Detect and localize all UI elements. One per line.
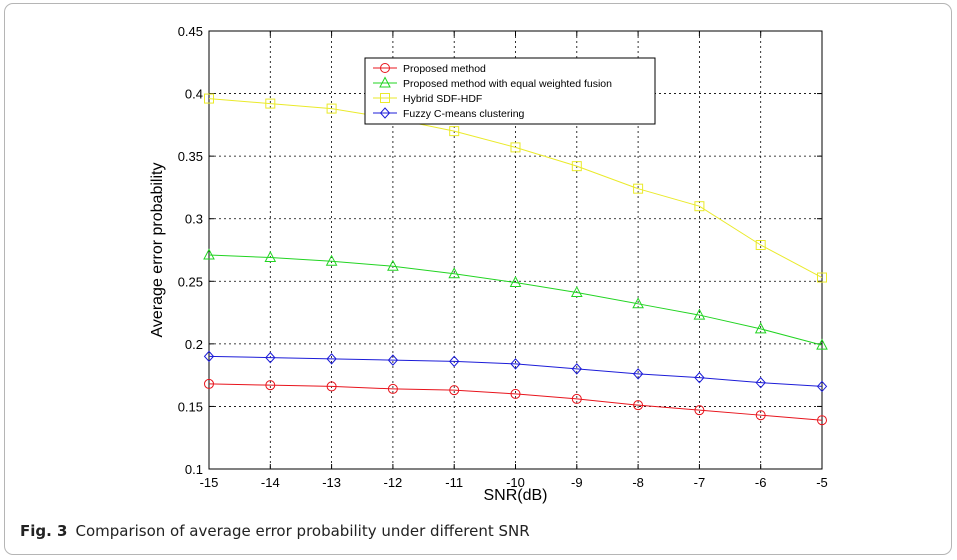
data-point: [816, 338, 828, 350]
x-tick-label: -5: [816, 475, 828, 490]
data-point: [326, 353, 337, 365]
y-tick-label: 0.25: [178, 274, 203, 289]
data-point: [448, 267, 461, 279]
axis-ticks: -15 -14 -13 -12 -11 -10 -9 -8 -7 -6 -5 0.1 0.15 0.2 0.…: [178, 24, 828, 490]
legend-marker: [380, 93, 390, 103]
x-tick-label: -6: [755, 475, 767, 490]
data-point: [264, 250, 277, 263]
data-point: [449, 385, 460, 396]
data-point: [754, 322, 767, 334]
data-point: [203, 350, 215, 363]
data-point: [387, 354, 399, 366]
data-point: [817, 415, 827, 426]
caption-text: Comparison of average error probability …: [75, 522, 530, 540]
data-point: [694, 405, 705, 416]
y-tick-label: 0.45: [178, 24, 203, 39]
data-point: [694, 201, 705, 212]
data-point: [755, 376, 766, 389]
legend-label: Proposed method with equal weighted fusi…: [403, 78, 612, 90]
figure-caption: Fig. 3 Comparison of average error probab…: [20, 522, 530, 540]
data-point: [204, 93, 214, 104]
data-point: [265, 380, 276, 391]
series-line: [208, 98, 823, 278]
x-tick-label: -8: [632, 475, 644, 490]
data-point: [387, 383, 398, 394]
data-point: [571, 161, 582, 172]
data-point: [694, 371, 705, 384]
legend-item: Fuzzy C-means clustering: [373, 107, 525, 120]
data-point: [816, 380, 828, 393]
legend-box: [364, 57, 656, 125]
x-tick-label: -7: [694, 475, 706, 490]
data-point: [817, 272, 827, 283]
series-line: [208, 254, 823, 346]
figure-label: Fig. 3: [20, 522, 68, 540]
data-point: [632, 297, 644, 309]
data-point: [449, 355, 460, 368]
legend-label: Proposed method: [403, 63, 486, 75]
series-2: [203, 248, 828, 350]
x-tick-label: -9: [571, 475, 583, 490]
x-tick-label: -12: [384, 475, 403, 490]
x-tick-label: -15: [200, 475, 219, 490]
data-point: [325, 254, 338, 266]
data-point: [326, 381, 337, 392]
data-point: [755, 239, 766, 250]
data-point: [203, 248, 215, 260]
data-point: [509, 275, 522, 288]
legend-marker: [379, 76, 391, 88]
data-point: [204, 378, 214, 389]
legend: Proposed method Proposed method with equa…: [364, 57, 656, 125]
data-point: [633, 183, 644, 194]
data-point: [632, 368, 644, 380]
legend-marker: [380, 63, 390, 73]
series-1: [204, 378, 827, 426]
data-point: [387, 259, 399, 271]
y-tick-label: 0.4: [185, 87, 203, 102]
data-point: [510, 358, 521, 370]
x-tick-label: -11: [445, 475, 463, 490]
legend-label: Fuzzy C-means clustering: [403, 108, 525, 120]
data-point: [570, 285, 583, 298]
series-line: [208, 383, 823, 421]
data-point: [755, 410, 766, 421]
data-point: [326, 103, 337, 114]
series-group: [203, 93, 828, 426]
x-tick-label: -14: [261, 475, 280, 490]
legend-marker: [379, 107, 391, 119]
legend-item: Proposed method with equal weighted fusi…: [373, 76, 612, 90]
legend-label: Hybrid SDF-HDF: [403, 93, 482, 105]
y-tick-label: 0.2: [185, 337, 203, 352]
legend-item: Hybrid SDF-HDF: [373, 93, 482, 105]
data-point: [510, 388, 521, 399]
x-tick-label: -10: [506, 475, 525, 490]
data-point: [571, 393, 582, 404]
x-tick-label: -13: [322, 475, 341, 490]
x-axis-label: SNR(dB): [483, 487, 547, 504]
series-4: [203, 350, 828, 393]
y-axis-label: Average error probability: [149, 163, 166, 338]
data-point: [571, 363, 582, 375]
y-tick-label: 0.3: [185, 212, 203, 227]
data-point: [265, 98, 276, 109]
y-tick-label: 0.35: [178, 149, 203, 164]
data-point: [449, 126, 460, 137]
data-point: [693, 308, 706, 320]
y-tick-label: 0.1: [185, 462, 203, 477]
data-point: [265, 351, 276, 364]
data-point: [510, 142, 521, 153]
data-point: [633, 400, 644, 411]
y-tick-label: 0.15: [178, 399, 203, 414]
series-line: [208, 355, 823, 387]
legend-item: Proposed method: [373, 63, 486, 75]
